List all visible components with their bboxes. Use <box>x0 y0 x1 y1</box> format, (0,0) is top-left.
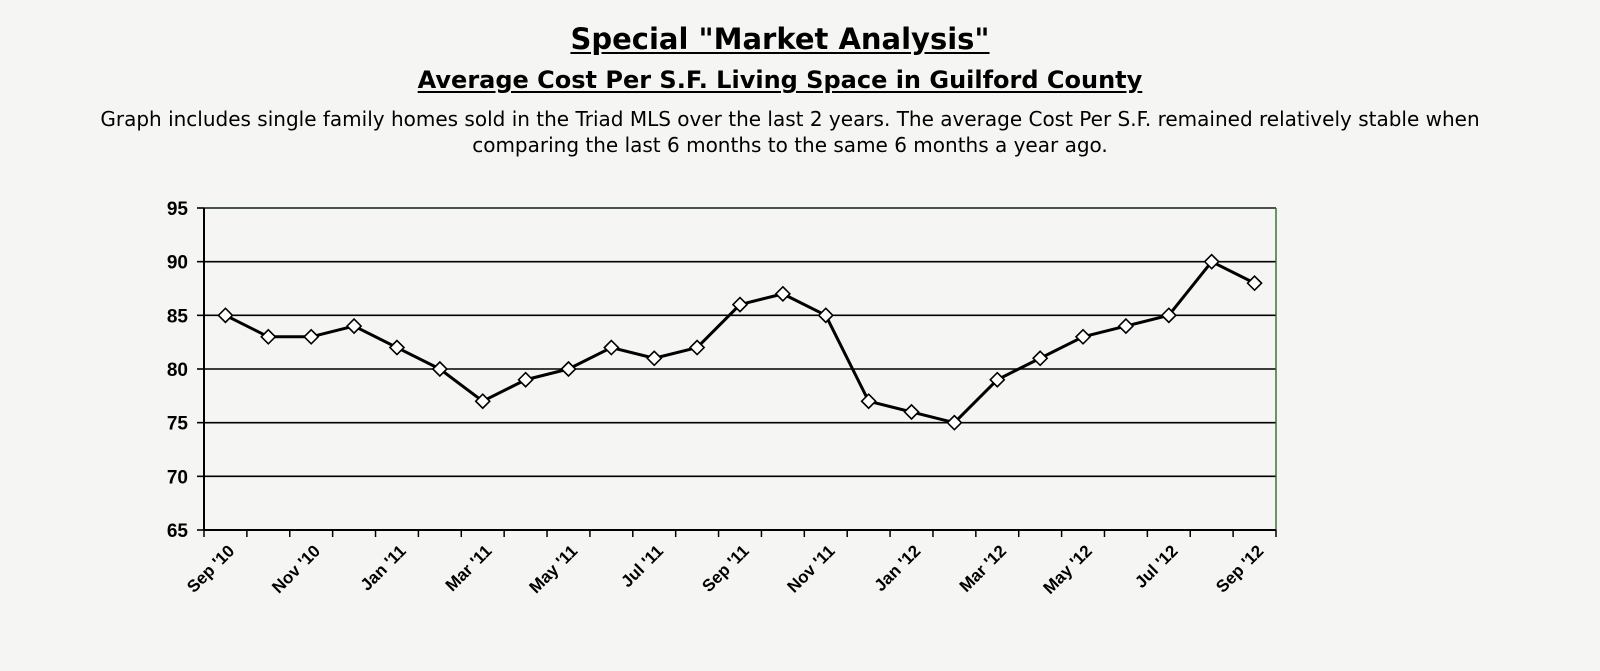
data-point-marker <box>431 360 448 378</box>
x-tick-label: Sep '12 <box>1212 541 1267 596</box>
y-tick-label: 75 <box>167 414 189 435</box>
x-tick-label: Jan '12 <box>871 541 925 595</box>
data-point-marker <box>474 393 491 410</box>
data-point-marker <box>646 350 663 367</box>
y-axis-ticks: 65 70 75 80 85 90 95 <box>167 199 204 542</box>
axes <box>203 207 1277 531</box>
description-line-1: Graph includes single family homes sold … <box>100 107 1480 131</box>
y-tick-label: 90 <box>167 253 188 274</box>
data-point-marker <box>731 296 749 313</box>
data-series <box>217 253 1263 431</box>
data-point-marker <box>688 339 706 356</box>
data-point-marker <box>903 403 920 421</box>
x-tick-label: Nov '10 <box>268 541 324 597</box>
y-tick-label: 70 <box>167 467 188 488</box>
x-tick-label: May '11 <box>526 541 582 597</box>
x-tick-label: Jan '11 <box>357 541 410 594</box>
data-point-marker <box>217 307 234 324</box>
x-axis-ticks: Sep '10 Nov '10 Jan '11 Mar '11 May '11 Jul '… <box>183 530 1277 598</box>
data-point-marker <box>1032 350 1049 367</box>
x-tick-label: May '12 <box>1039 541 1095 597</box>
y-tick-label: 95 <box>167 199 189 220</box>
data-point-marker <box>603 339 620 356</box>
data-point-marker <box>946 414 963 431</box>
x-tick-label: Nov '11 <box>784 541 839 596</box>
chart-subtitle: Average Cost Per S.F. Living Space in Gu… <box>417 66 1143 94</box>
data-point-marker <box>1203 253 1220 270</box>
x-tick-label: Mar '11 <box>442 541 496 595</box>
data-point-marker <box>1160 307 1177 324</box>
x-tick-label: Jul '12 <box>1131 541 1181 591</box>
data-point-marker <box>1246 275 1263 292</box>
data-point-marker <box>260 328 277 345</box>
data-point-marker <box>1117 317 1135 335</box>
description-line-2: comparing the last 6 months to the same … <box>472 133 1108 157</box>
x-tick-label: Sep '11 <box>698 541 752 595</box>
y-tick-label: 85 <box>167 306 189 327</box>
y-tick-label: 65 <box>167 521 189 542</box>
x-tick-label: Mar '12 <box>956 541 1010 595</box>
data-point-marker <box>388 339 406 356</box>
data-point-marker <box>303 328 320 345</box>
chart-title: Special "Market Analysis" <box>570 22 990 56</box>
data-point-marker <box>860 393 877 410</box>
x-tick-label: Jul '11 <box>617 541 667 591</box>
x-tick-label: Sep '10 <box>183 541 238 596</box>
gridlines <box>204 207 1276 478</box>
data-point-marker <box>517 371 534 388</box>
data-point-marker <box>989 371 1006 388</box>
data-point-marker <box>560 360 577 378</box>
data-point-marker <box>1074 328 1092 345</box>
y-tick-label: 80 <box>167 360 188 381</box>
data-point-marker <box>774 285 792 302</box>
chart-description: Graph includes single family homes sold … <box>0 106 1580 158</box>
data-point-marker <box>817 307 834 324</box>
series-line <box>224 260 1256 425</box>
data-point-marker <box>345 317 363 335</box>
